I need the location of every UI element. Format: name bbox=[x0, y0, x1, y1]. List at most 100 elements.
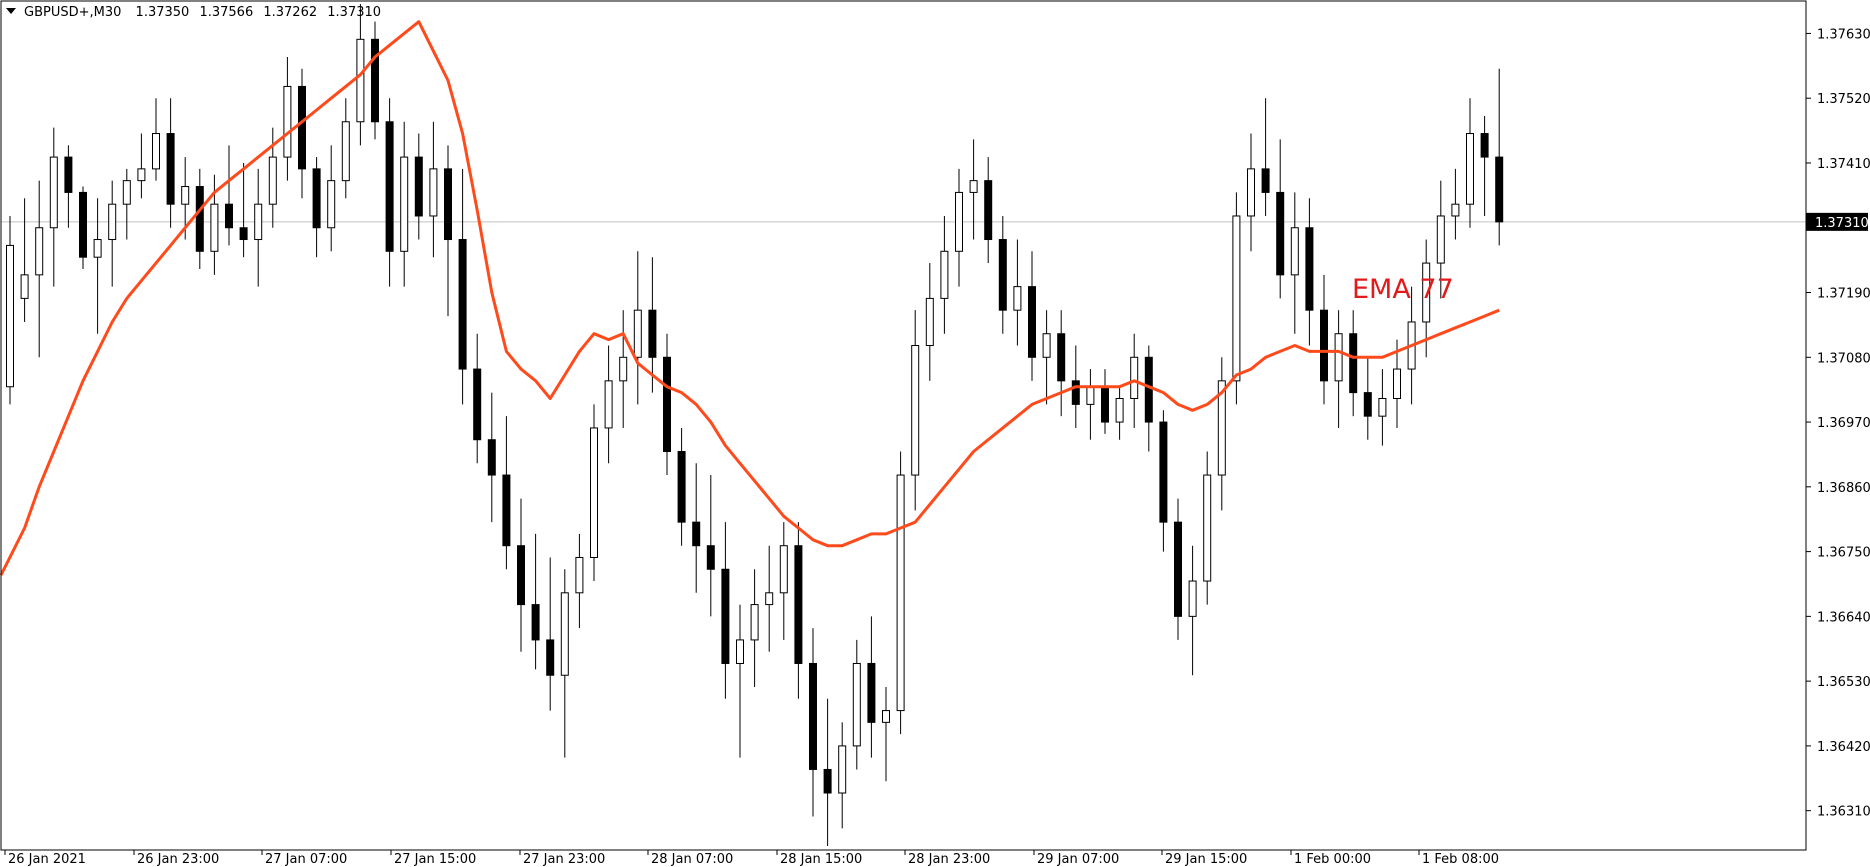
time-axis[interactable]: 26 Jan 2021 26 Jan 23:00 27 Jan 07:00 27 Ja… bbox=[4, 850, 1499, 867]
candle-body-bear bbox=[531, 604, 540, 641]
candle-body-bear bbox=[371, 38, 379, 123]
candle-body-bull bbox=[1217, 380, 1226, 476]
candle-body-bear bbox=[225, 203, 233, 229]
candle bbox=[706, 475, 715, 617]
candle-body-bear bbox=[692, 521, 701, 547]
candle bbox=[487, 392, 496, 523]
dropdown-triangle-icon[interactable] bbox=[6, 8, 16, 14]
ema-77-line bbox=[0, 20, 1500, 576]
candle bbox=[1013, 239, 1022, 346]
candle bbox=[312, 157, 321, 258]
ema-label: EMA 77 bbox=[1352, 274, 1454, 305]
y-tick-label: 1.37190 bbox=[1817, 287, 1870, 302]
candle bbox=[633, 251, 642, 405]
y-tick-label: 1.37520 bbox=[1817, 92, 1870, 107]
candle-body-bull bbox=[969, 180, 978, 193]
candle-body-bull bbox=[1451, 203, 1460, 217]
candle-body-bull bbox=[925, 297, 934, 347]
y-tick-label: 1.36420 bbox=[1817, 740, 1870, 755]
candle bbox=[1320, 274, 1328, 405]
candle bbox=[911, 310, 920, 511]
candle-body-bull bbox=[1378, 398, 1387, 417]
candle bbox=[1159, 410, 1168, 552]
candle bbox=[1334, 310, 1343, 428]
price-axis[interactable]: 1.37630 1.37520 1.37410 1.37190 1.37080 1.369… bbox=[1806, 27, 1870, 820]
candle bbox=[1436, 180, 1445, 299]
y-tick-label: 1.36530 bbox=[1817, 675, 1870, 690]
candle-body-bear bbox=[998, 239, 1007, 311]
candle-body-bull bbox=[1247, 168, 1255, 217]
candle-body-bull bbox=[1232, 215, 1241, 382]
candle bbox=[122, 168, 131, 240]
symbol-timeframe: GBPUSD+,M30 bbox=[24, 5, 121, 20]
candle-body-bear bbox=[1028, 286, 1036, 358]
candle bbox=[604, 345, 613, 464]
svg-text:GBPUSD+,M30 1.37350: GBPUSD+,M30 1.37350 1.37566 1.37262 1.37… bbox=[24, 5, 381, 20]
candle-body-bear bbox=[546, 639, 555, 676]
candle-body-bear bbox=[487, 439, 496, 476]
candle-body-bear bbox=[1071, 380, 1080, 405]
candle bbox=[79, 186, 87, 269]
candle-body-bear bbox=[458, 239, 467, 370]
candle bbox=[1188, 545, 1197, 676]
candle-body-bear bbox=[648, 309, 657, 358]
candle-body-bull bbox=[268, 156, 277, 205]
x-tick-label: 27 Jan 07:00 bbox=[265, 852, 347, 867]
candle bbox=[371, 21, 379, 140]
candle-body-bull bbox=[1013, 286, 1022, 311]
candle bbox=[531, 533, 540, 670]
candle bbox=[692, 463, 701, 593]
candle-body-bear bbox=[502, 474, 511, 547]
candle bbox=[385, 98, 394, 287]
candle-body-bear bbox=[473, 368, 482, 441]
candle bbox=[1042, 310, 1051, 405]
candle bbox=[794, 522, 803, 699]
candle bbox=[882, 687, 890, 782]
candle bbox=[823, 698, 832, 846]
candle-body-bull bbox=[1188, 580, 1197, 617]
candle bbox=[20, 198, 29, 322]
candle-body-bull bbox=[108, 203, 117, 241]
candle-body-bear bbox=[1057, 333, 1066, 382]
candle bbox=[648, 257, 657, 393]
x-tick-label: 29 Jan 07:00 bbox=[1037, 852, 1119, 867]
candle-body-bull bbox=[283, 85, 292, 158]
candle bbox=[1378, 369, 1387, 446]
candle bbox=[254, 168, 263, 287]
candle-body-bull bbox=[327, 180, 336, 229]
candle bbox=[809, 628, 817, 817]
candle-body-bull bbox=[1042, 333, 1051, 358]
candle-body-bull bbox=[181, 186, 190, 205]
candle-body-bull bbox=[1422, 262, 1431, 323]
candle-body-bear bbox=[298, 85, 306, 170]
candle-body-bull bbox=[882, 710, 890, 723]
x-tick-label: 1 Feb 08:00 bbox=[1422, 852, 1499, 867]
candle-body-bear bbox=[1174, 521, 1182, 617]
candle-body-bull bbox=[560, 592, 569, 676]
y-tick-label: 1.37410 bbox=[1817, 157, 1870, 172]
candle-body-bear bbox=[166, 133, 175, 205]
candle-body-bull bbox=[35, 227, 44, 276]
candle-body-bear bbox=[1349, 333, 1358, 394]
x-tick-label: 28 Jan 07:00 bbox=[651, 852, 733, 867]
candle-body-bear bbox=[517, 545, 525, 606]
candle bbox=[1174, 498, 1182, 640]
candle-body-bear bbox=[794, 545, 803, 664]
candle-body-bull bbox=[20, 274, 29, 299]
x-tick-label: 26 Jan 2021 bbox=[8, 852, 86, 867]
candle bbox=[1349, 310, 1358, 417]
candle bbox=[677, 427, 686, 546]
candle-body-bear bbox=[1305, 227, 1314, 311]
candle-body-bull bbox=[1290, 227, 1299, 276]
candle-body-bull bbox=[750, 604, 759, 641]
candle-body-bear bbox=[823, 768, 832, 794]
candle bbox=[736, 604, 744, 758]
current-price-tag: 1.37310 bbox=[1806, 212, 1869, 231]
ema-line bbox=[0, 20, 1500, 576]
candle bbox=[1057, 310, 1066, 417]
candle bbox=[458, 168, 467, 405]
candle-body-bear bbox=[79, 191, 87, 258]
candle bbox=[1232, 192, 1241, 405]
